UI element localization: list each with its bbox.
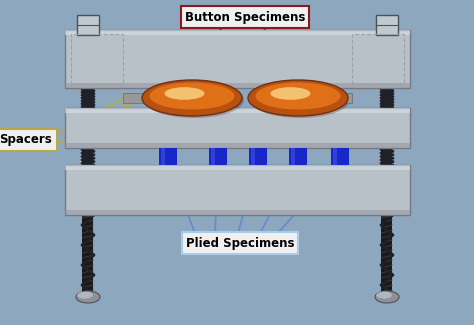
Text: Button Specimens: Button Specimens <box>185 10 305 23</box>
FancyBboxPatch shape <box>209 148 227 165</box>
FancyBboxPatch shape <box>82 30 93 295</box>
FancyBboxPatch shape <box>65 210 410 215</box>
FancyBboxPatch shape <box>382 30 392 295</box>
Ellipse shape <box>76 291 100 303</box>
FancyBboxPatch shape <box>211 148 215 165</box>
Ellipse shape <box>149 83 235 110</box>
Text: Plied Specimens: Plied Specimens <box>186 237 294 250</box>
Ellipse shape <box>164 87 204 100</box>
FancyBboxPatch shape <box>65 165 410 215</box>
FancyBboxPatch shape <box>65 165 410 170</box>
FancyBboxPatch shape <box>77 15 99 35</box>
FancyBboxPatch shape <box>332 93 352 103</box>
Ellipse shape <box>144 82 244 118</box>
FancyBboxPatch shape <box>159 148 177 165</box>
FancyBboxPatch shape <box>249 148 267 165</box>
FancyBboxPatch shape <box>65 108 410 148</box>
Ellipse shape <box>142 80 242 116</box>
Ellipse shape <box>255 83 340 110</box>
Ellipse shape <box>375 291 399 303</box>
Bar <box>352 34 404 84</box>
Ellipse shape <box>248 80 348 116</box>
FancyBboxPatch shape <box>65 83 410 88</box>
Ellipse shape <box>77 292 93 299</box>
Ellipse shape <box>250 82 350 118</box>
Ellipse shape <box>376 292 392 299</box>
FancyBboxPatch shape <box>161 148 165 165</box>
Ellipse shape <box>271 87 310 100</box>
FancyBboxPatch shape <box>291 148 295 165</box>
FancyBboxPatch shape <box>289 148 307 165</box>
FancyBboxPatch shape <box>123 93 143 103</box>
FancyBboxPatch shape <box>333 148 337 165</box>
FancyBboxPatch shape <box>331 148 349 165</box>
FancyBboxPatch shape <box>65 108 410 113</box>
Bar <box>71 34 123 84</box>
FancyBboxPatch shape <box>65 30 410 88</box>
FancyBboxPatch shape <box>251 148 255 165</box>
Text: Spacers: Spacers <box>0 134 52 147</box>
FancyBboxPatch shape <box>65 143 410 148</box>
FancyBboxPatch shape <box>65 30 410 35</box>
FancyBboxPatch shape <box>376 15 398 35</box>
